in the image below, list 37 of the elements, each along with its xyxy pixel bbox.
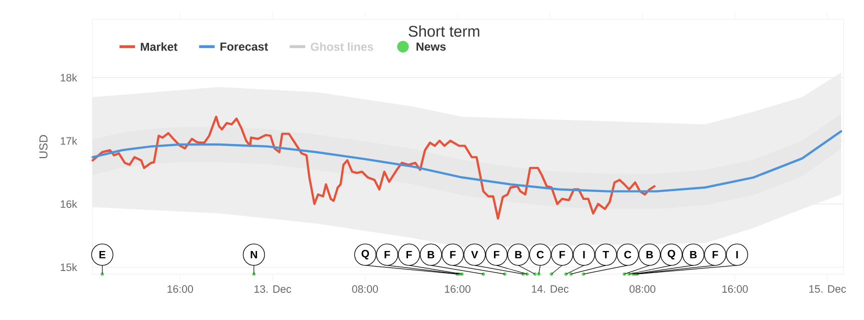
x-tick-label: 16:00 bbox=[444, 285, 470, 293]
legend-label: Forecast bbox=[220, 42, 268, 51]
annotation: Q bbox=[668, 250, 676, 260]
annotation: N bbox=[250, 251, 258, 258]
y-tick-label: 17k bbox=[60, 137, 78, 145]
legend-label: News bbox=[416, 42, 446, 51]
x-tick-label: 16:00 bbox=[168, 285, 194, 293]
y-tick-label: 16k bbox=[60, 200, 78, 208]
x-tick-label: 14. Dec bbox=[532, 285, 569, 293]
x-tick-label: 15. Dec bbox=[809, 285, 846, 293]
y-axis-title: USD bbox=[39, 135, 48, 158]
legend-label: Market bbox=[140, 42, 178, 52]
annotation: B bbox=[428, 251, 434, 258]
annotation: Q bbox=[362, 250, 369, 260]
x-tick-label: 08:00 bbox=[352, 285, 378, 293]
annotation: I bbox=[583, 251, 585, 258]
annotation: B bbox=[690, 251, 697, 258]
chart-title: Short term bbox=[408, 26, 480, 37]
annotation: F bbox=[406, 251, 412, 258]
annotation: V bbox=[471, 251, 478, 258]
x-tick-label: 16:00 bbox=[722, 285, 748, 293]
y-tick-label: 18k bbox=[60, 74, 78, 82]
y-tick-label: 15k bbox=[60, 263, 78, 272]
annotation: C bbox=[624, 250, 632, 259]
annotation: F bbox=[450, 251, 456, 258]
annotation: B bbox=[515, 251, 522, 258]
annotation: F bbox=[712, 251, 718, 258]
annotation: F bbox=[384, 251, 390, 258]
x-tick-label: 13. Dec bbox=[254, 285, 292, 293]
annotation: I bbox=[736, 251, 738, 258]
x-tick-label: 08:00 bbox=[630, 285, 656, 293]
annotation: F bbox=[494, 251, 500, 258]
annotation: T bbox=[602, 251, 609, 258]
annotation: F bbox=[560, 251, 565, 258]
annotation: E bbox=[99, 251, 106, 258]
annotation: B bbox=[646, 251, 653, 258]
annotation: C bbox=[536, 250, 544, 259]
